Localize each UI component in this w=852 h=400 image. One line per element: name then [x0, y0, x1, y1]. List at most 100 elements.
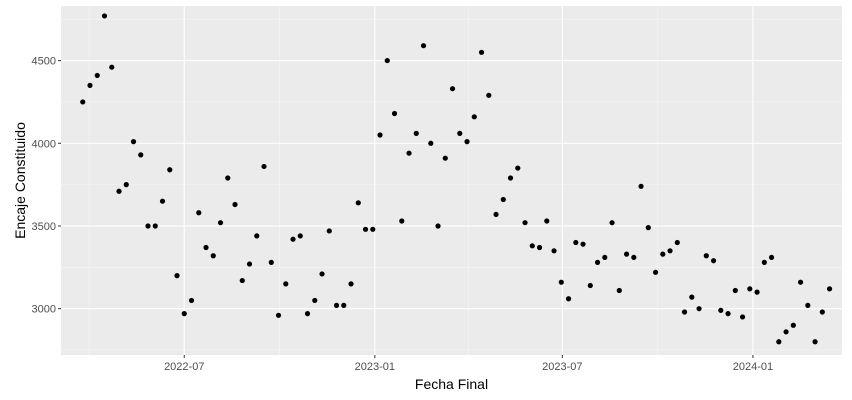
data-point — [355, 200, 361, 206]
data-point — [602, 254, 608, 261]
data-point — [464, 139, 470, 145]
data-point — [616, 287, 622, 294]
data-point — [391, 110, 398, 117]
data-point — [573, 239, 579, 246]
data-point — [797, 279, 804, 285]
data-point — [761, 259, 767, 265]
data-point — [529, 243, 535, 249]
minor-gridlines — [61, 6, 842, 355]
data-point — [406, 150, 412, 156]
data-point — [428, 140, 434, 146]
y-axis: 3000 3500 4000 4500 — [32, 56, 61, 316]
data-point — [515, 165, 521, 171]
data-point — [399, 218, 405, 224]
data-point — [544, 218, 550, 224]
data-point — [652, 269, 659, 275]
data-point — [80, 99, 86, 105]
data-point — [718, 307, 724, 313]
data-point — [594, 259, 601, 265]
y-axis-title: Encaje Constituido — [12, 122, 28, 239]
data-point — [805, 302, 811, 308]
x-tick-label: 2022-07 — [164, 361, 204, 373]
data-point — [188, 297, 195, 304]
data-point — [225, 175, 231, 181]
data-point — [268, 259, 274, 265]
x-tick-label: 2024-01 — [733, 361, 773, 373]
data-point — [819, 309, 825, 315]
data-point — [319, 271, 325, 277]
x-tick-label: 2023-01 — [355, 361, 395, 373]
data-point — [631, 254, 637, 261]
data-point — [275, 312, 282, 318]
data-point — [435, 223, 441, 229]
data-point — [239, 277, 245, 284]
data-point — [493, 211, 499, 218]
data-point — [783, 329, 789, 335]
data-point — [725, 311, 731, 317]
data-points — [80, 13, 833, 345]
data-point — [732, 287, 738, 294]
data-point — [217, 220, 224, 226]
data-point — [826, 286, 833, 292]
x-tick-label: 2023-07 — [542, 361, 582, 373]
data-point — [739, 314, 746, 320]
data-point — [703, 253, 709, 259]
x-axis: 2022-07 2023-01 2023-07 2024-01 — [164, 355, 773, 373]
data-point — [478, 49, 485, 55]
data-point — [326, 228, 332, 234]
data-point — [754, 289, 760, 295]
data-point — [689, 294, 695, 300]
data-point — [138, 152, 144, 158]
data-point — [304, 311, 311, 317]
data-point — [696, 306, 702, 312]
data-point — [471, 114, 477, 120]
data-point — [623, 251, 630, 257]
data-point — [210, 253, 216, 259]
data-point — [638, 183, 644, 189]
data-point — [94, 72, 100, 79]
data-point — [203, 244, 209, 251]
data-point — [116, 188, 122, 194]
data-point — [486, 92, 492, 98]
data-point — [181, 311, 187, 317]
data-point — [442, 155, 448, 161]
data-point — [261, 163, 267, 170]
data-point — [790, 322, 796, 328]
data-point — [580, 241, 586, 247]
data-point — [558, 279, 564, 285]
data-point — [341, 302, 347, 308]
data-point — [660, 251, 666, 257]
y-tick-label: 3500 — [32, 221, 56, 233]
data-point — [283, 281, 289, 287]
data-point — [312, 297, 318, 304]
data-point — [123, 182, 129, 188]
major-gridlines — [61, 6, 842, 355]
data-point — [551, 248, 557, 254]
data-point — [290, 236, 296, 242]
y-tick-label: 4500 — [32, 56, 56, 68]
data-point — [812, 339, 818, 345]
data-point — [152, 223, 158, 229]
y-tick-label: 3000 — [32, 304, 56, 316]
data-point — [159, 198, 166, 204]
x-axis-title: Fecha Final — [415, 376, 488, 392]
data-point — [348, 281, 354, 287]
data-point — [167, 167, 173, 173]
data-point — [587, 282, 593, 289]
data-point — [130, 139, 137, 145]
data-point — [609, 220, 615, 226]
y-tick-label: 4000 — [32, 138, 56, 150]
data-point — [457, 130, 463, 136]
data-point — [667, 248, 673, 254]
data-point — [232, 201, 238, 208]
data-point — [109, 64, 115, 70]
data-point — [645, 225, 651, 231]
data-point — [196, 210, 202, 216]
data-point — [674, 239, 680, 246]
data-point — [768, 254, 775, 261]
data-point — [101, 13, 108, 19]
data-point — [507, 175, 514, 181]
data-point — [420, 43, 427, 49]
